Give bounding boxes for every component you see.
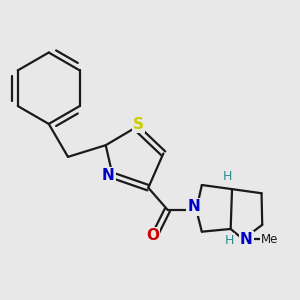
Text: S: S (133, 117, 144, 132)
Text: Me: Me (261, 233, 278, 246)
Text: O: O (146, 228, 159, 243)
Text: H: H (223, 170, 232, 183)
Text: N: N (240, 232, 253, 247)
Text: N: N (102, 168, 115, 183)
Text: N: N (187, 200, 200, 214)
Text: H: H (225, 234, 234, 247)
